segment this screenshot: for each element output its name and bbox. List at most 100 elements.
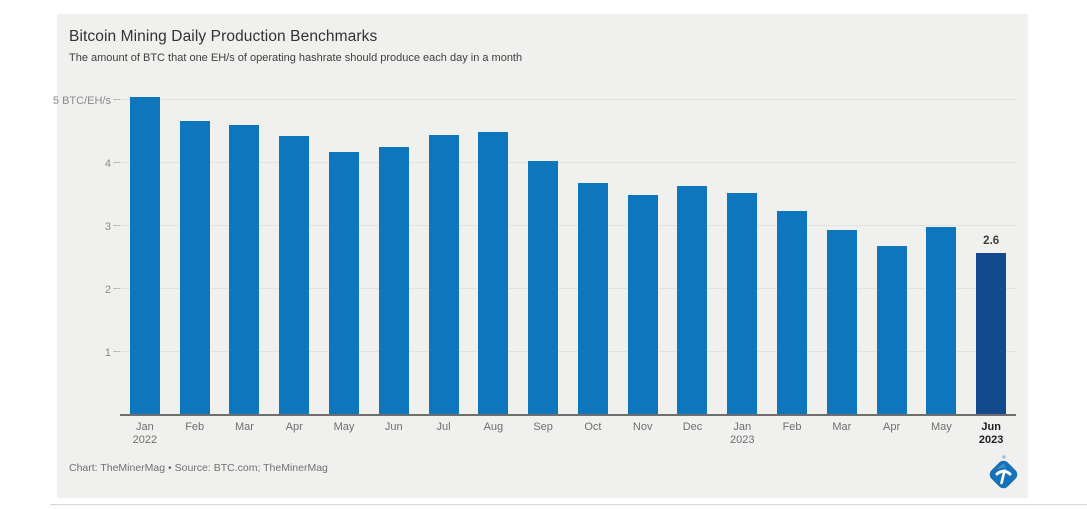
x-label-apr-2022: Apr bbox=[269, 421, 319, 447]
bar-jan-2023[interactable] bbox=[727, 192, 758, 415]
chart-subtitle: The amount of BTC that one EH/s of opera… bbox=[69, 52, 523, 64]
bar-dec-2022[interactable] bbox=[677, 186, 708, 415]
x-axis-line bbox=[120, 414, 1016, 416]
x-label-month: Jan bbox=[733, 421, 752, 433]
y-tick-label-3: 3 bbox=[104, 221, 111, 233]
x-label-month: Oct bbox=[584, 421, 602, 433]
x-label-month: Apr bbox=[883, 421, 901, 433]
bar-jan-2022[interactable] bbox=[129, 96, 160, 415]
chart-credit: Chart: TheMinerMag • Source: BTC.com; Th… bbox=[69, 462, 328, 474]
x-label-nov-2022: Nov bbox=[618, 421, 668, 447]
y-tick-mark-2 bbox=[113, 288, 120, 289]
chart-title: Bitcoin Mining Daily Production Benchmar… bbox=[69, 28, 378, 45]
bar-slot-may-2023 bbox=[917, 84, 967, 415]
x-label-year: 2023 bbox=[730, 434, 755, 446]
bar-mar-2023[interactable] bbox=[826, 230, 857, 415]
bar-apr-2023[interactable] bbox=[876, 245, 907, 415]
window-bottom-edge bbox=[50, 504, 1087, 505]
bars: 2.6 bbox=[120, 84, 1016, 415]
bar-slot-jun-2022 bbox=[369, 84, 419, 415]
bar-slot-jan-2022 bbox=[120, 84, 170, 415]
pickaxe-diamond-icon bbox=[989, 455, 1018, 489]
bar-may-2023[interactable] bbox=[926, 227, 957, 415]
theminermag-logo[interactable] bbox=[986, 454, 1022, 492]
x-label-month: Jun bbox=[981, 421, 1001, 433]
x-label-oct-2022: Oct bbox=[568, 421, 618, 447]
bar-slot-jul-2022 bbox=[419, 84, 469, 415]
bar-slot-mar-2023 bbox=[817, 84, 867, 415]
bar-feb-2023[interactable] bbox=[777, 210, 808, 415]
bar-jul-2022[interactable] bbox=[428, 134, 459, 415]
x-label-year: 2023 bbox=[978, 434, 1004, 446]
x-label-month: Apr bbox=[285, 421, 303, 433]
bar-slot-jun-2023: 2.6 bbox=[966, 84, 1016, 415]
x-label-month: Jan bbox=[136, 421, 154, 433]
gridline-5 bbox=[120, 99, 1016, 100]
x-axis-labels: Jan 2022 Feb Mar Apr May Jun Jul Aug Sep Oct Nov Dec… bbox=[120, 421, 1016, 447]
bar-jun-2022[interactable] bbox=[378, 146, 409, 415]
bar-slot-sep-2022 bbox=[518, 84, 568, 415]
y-tick-label-4: 4 bbox=[104, 158, 111, 170]
x-label-feb-2023: Feb bbox=[767, 421, 817, 447]
x-label-jan-2022: Jan 2022 bbox=[120, 421, 170, 447]
bar-may-2022[interactable] bbox=[329, 151, 360, 415]
bar-slot-dec-2022 bbox=[668, 84, 718, 415]
x-label-year: 2022 bbox=[132, 434, 158, 446]
bar-slot-feb-2023 bbox=[767, 84, 817, 415]
x-label-jun-2022: Jun bbox=[369, 421, 419, 447]
bar-slot-apr-2023 bbox=[867, 84, 917, 415]
bar-apr-2022[interactable] bbox=[279, 135, 310, 415]
x-label-mar-2022: Mar bbox=[220, 421, 270, 447]
y-tick-mark-1 bbox=[113, 351, 120, 352]
bar-mar-2022[interactable] bbox=[229, 125, 260, 415]
x-label-month: Nov bbox=[632, 421, 653, 433]
gridline-1 bbox=[120, 351, 1016, 352]
bar-slot-aug-2022 bbox=[468, 84, 518, 415]
gridline-4 bbox=[120, 162, 1016, 163]
x-label-month: Jul bbox=[436, 421, 451, 433]
x-label-jan-2023: Jan 2023 bbox=[717, 421, 767, 447]
x-label-month: Mar bbox=[832, 421, 852, 433]
x-label-month: Dec bbox=[682, 421, 703, 433]
gridline-3 bbox=[120, 225, 1016, 226]
bar-feb-2022[interactable] bbox=[179, 121, 210, 415]
x-label-may-2022: May bbox=[319, 421, 369, 447]
bar-slot-apr-2022 bbox=[269, 84, 319, 415]
x-label-month: Feb bbox=[185, 421, 205, 433]
gridline-2 bbox=[120, 288, 1016, 289]
chart-card: Bitcoin Mining Daily Production Benchmar… bbox=[53, 14, 1028, 498]
y-tick-mark-4 bbox=[113, 162, 120, 163]
data-label-jun-2023: 2.6 bbox=[983, 235, 1000, 248]
x-label-month: Sep bbox=[533, 421, 553, 433]
x-label-aug-2022: Aug bbox=[468, 421, 518, 447]
bar-jun-2023[interactable] bbox=[976, 253, 1007, 415]
y-tick-label-5: 5 BTC/EH/s bbox=[52, 95, 111, 107]
y-tick-mark-5 bbox=[113, 99, 120, 100]
x-label-jul-2022: Jul bbox=[419, 421, 469, 447]
x-label-sep-2022: Sep bbox=[518, 421, 568, 447]
x-label-dec-2022: Dec bbox=[668, 421, 718, 447]
bar-slot-may-2022 bbox=[319, 84, 369, 415]
plot-area: 2.6 bbox=[120, 84, 1016, 416]
x-label-month: Feb bbox=[782, 421, 802, 433]
bar-aug-2022[interactable] bbox=[478, 132, 509, 415]
x-label-feb-2022: Feb bbox=[170, 421, 220, 447]
bar-slot-mar-2022 bbox=[220, 84, 270, 415]
bar-oct-2022[interactable] bbox=[577, 182, 608, 415]
y-tick-mark-3 bbox=[113, 225, 120, 226]
x-label-month: May bbox=[931, 421, 952, 433]
x-label-month: Mar bbox=[234, 421, 254, 433]
bar-slot-jan-2023 bbox=[717, 84, 767, 415]
x-label-mar-2023: Mar bbox=[817, 421, 867, 447]
y-tick-label-2: 2 bbox=[104, 284, 111, 296]
x-label-jun-2023: Jun 2023 bbox=[966, 421, 1016, 447]
x-label-month: Aug bbox=[483, 421, 504, 433]
y-tick-label-1: 1 bbox=[104, 347, 111, 359]
bar-nov-2022[interactable] bbox=[627, 194, 658, 415]
x-label-apr-2023: Apr bbox=[867, 421, 917, 447]
bar-slot-oct-2022 bbox=[568, 84, 618, 415]
x-label-may-2023: May bbox=[917, 421, 967, 447]
bar-sep-2022[interactable] bbox=[528, 161, 559, 415]
